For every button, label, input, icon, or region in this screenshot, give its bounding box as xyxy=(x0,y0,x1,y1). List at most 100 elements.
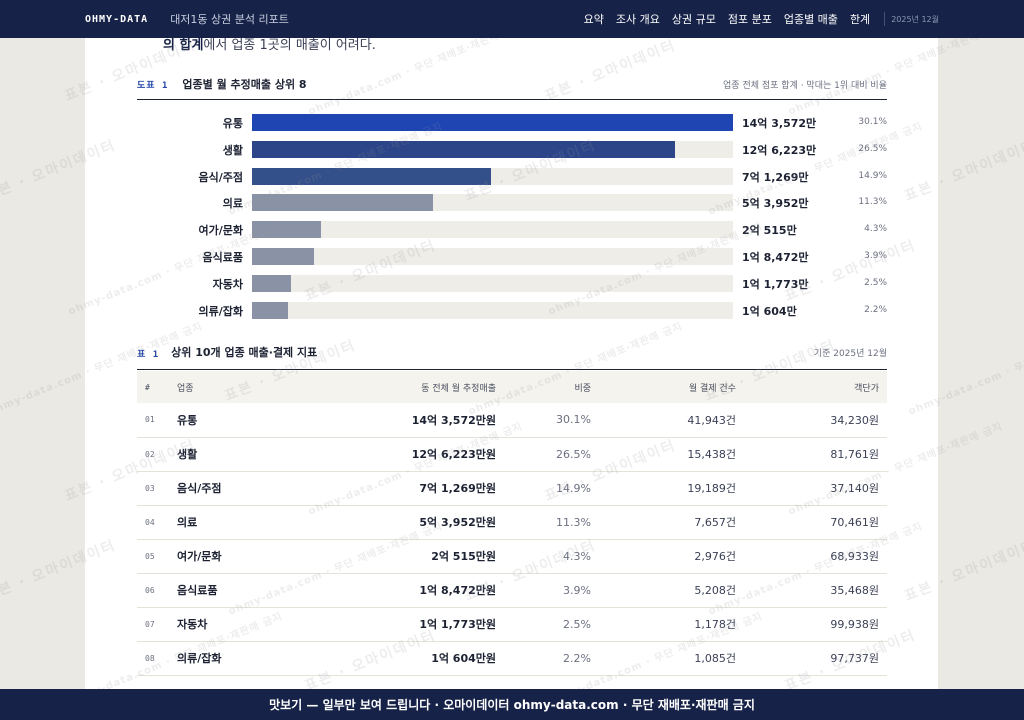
bar-track xyxy=(252,274,733,292)
rank-cell: 07 xyxy=(137,607,169,642)
ticket-cell: 70,461원 xyxy=(744,505,887,540)
bar-share-label: 14.9% xyxy=(858,170,887,181)
intro-text: 의 합계에서 업종 1곳의 매출이 어려다. xyxy=(163,38,376,53)
metrics-table: # 업종 동 전체 월 추정매출 비중 월 결제 건수 객단가 01 유통 14억 … xyxy=(137,371,887,676)
document-title: 대저1동 상권 분석 리포트 xyxy=(170,13,289,26)
count-cell: 19,189건 xyxy=(599,471,744,506)
share-cell: 11.3% xyxy=(504,505,599,540)
table-head-row: # 업종 동 전체 월 추정매출 비중 월 결제 건수 객단가 xyxy=(137,371,887,403)
table-row[interactable]: 02 생활 12억 6,223만원 26.5% 15,438건 81,761원 xyxy=(137,437,887,472)
rank-cell: 02 xyxy=(137,437,169,472)
bar-category-label: 의류/잡화 xyxy=(198,304,244,318)
table-row[interactable]: 06 음식료품 1억 8,472만원 3.9% 5,208건 35,468원 xyxy=(137,573,887,608)
share-cell: 26.5% xyxy=(504,437,599,472)
bar-share-label: 2.2% xyxy=(864,304,887,315)
table-row[interactable]: 01 유통 14억 3,572만원 30.1% 41,943건 34,230원 xyxy=(137,403,887,438)
bar-share-label: 2.5% xyxy=(864,277,887,288)
report-date: 2025년 12월 xyxy=(891,14,939,24)
bar-category-label: 생활 xyxy=(222,143,243,157)
nav-item-store-distribution[interactable]: 점포 분포 xyxy=(727,13,772,26)
top-navbar: OHMY-DATA 대저1동 상권 분석 리포트 요약 조사 개요 상권 규모 … xyxy=(0,0,1024,38)
table-title: 상위 10개 업종 매출·결제 지표 xyxy=(171,346,318,359)
share-cell: 2.2% xyxy=(504,641,599,676)
count-cell: 41,943건 xyxy=(599,403,744,438)
ticket-cell: 97,737원 xyxy=(744,641,887,676)
rank-cell: 04 xyxy=(137,505,169,540)
share-cell: 14.9% xyxy=(504,471,599,506)
bar xyxy=(252,194,433,212)
figure-note: 업종 전체 점포 합계 · 막대는 1위 대비 비율 xyxy=(723,81,887,91)
table-row[interactable]: 08 의류/잡화 1억 604만원 2.2% 1,085건 97,737원 xyxy=(137,641,887,676)
nav-item-sales-by-industry[interactable]: 업종별 매출 xyxy=(783,13,838,26)
bar-category-label: 자동차 xyxy=(212,277,243,291)
table-row[interactable]: 03 음식/주점 7억 1,269만원 14.9% 19,189건 37,140원 xyxy=(137,471,887,506)
bar-value-label: 5억 3,952만 xyxy=(742,197,809,211)
bar-value-label: 14억 3,572만 xyxy=(742,117,817,130)
sales-cell: 14억 3,572만원 xyxy=(329,403,504,438)
rank-cell: 06 xyxy=(137,573,169,608)
report-sheet[interactable]: 의 합계에서 업종 1곳의 매출이 어려다. 도표 1 업종별 월 추정매출 상… xyxy=(85,38,938,690)
figure-tag: 도표 1 xyxy=(137,81,169,91)
bar xyxy=(252,140,675,158)
nav-item-overview[interactable]: 조사 개요 xyxy=(615,13,660,26)
share-cell: 30.1% xyxy=(504,403,599,438)
share-cell: 2.5% xyxy=(504,607,599,642)
bar-value-label: 1억 8,472만 xyxy=(742,251,809,264)
bar-category-label: 음식/주점 xyxy=(198,170,244,184)
table-header: 표 1 상위 10개 업종 매출·결제 지표 기준 2025년 12월 xyxy=(137,344,887,370)
ticket-cell: 37,140원 xyxy=(744,471,887,506)
col-header-rank: # xyxy=(137,371,169,403)
figure-title: 업종별 월 추정매출 상위 8 xyxy=(182,78,307,91)
col-header-count: 월 결제 건수 xyxy=(599,371,744,403)
rank-cell: 08 xyxy=(137,641,169,676)
sales-cell: 5억 3,952만원 xyxy=(329,505,504,540)
industry-cell: 음식/주점 xyxy=(169,471,329,506)
table-row[interactable]: 04 의료 5억 3,952만원 11.3% 7,657건 70,461원 xyxy=(137,505,887,540)
bar-share-label: 3.9% xyxy=(864,251,887,261)
count-cell: 1,178건 xyxy=(599,607,744,642)
bar xyxy=(252,114,733,131)
bar xyxy=(252,248,314,265)
bar-track xyxy=(252,248,733,265)
table-tag: 표 1 xyxy=(137,350,160,360)
preview-footer-banner: 맛보기 — 일부만 보여 드립니다 · 오마이데이터 ohmy-data.com… xyxy=(0,689,1024,720)
ticket-cell: 99,938원 xyxy=(744,607,887,642)
nav-divider xyxy=(884,12,886,26)
bar-category-label: 음식료품 xyxy=(202,251,243,264)
intro-rest: 에서 업종 1곳의 매출이 어려다. xyxy=(203,38,376,53)
nav-item-limitations[interactable]: 한계 xyxy=(849,13,871,26)
brand-logo[interactable]: OHMY-DATA xyxy=(85,13,149,25)
bar-share-label: 4.3% xyxy=(864,224,887,235)
industry-cell: 음식료품 xyxy=(169,573,329,608)
bar-category-label: 의료 xyxy=(222,197,243,211)
share-cell: 3.9% xyxy=(504,573,599,608)
table-row[interactable]: 07 자동차 1억 1,773만원 2.5% 1,178건 99,938원 xyxy=(137,607,887,642)
bar-category-label: 여가/문화 xyxy=(198,224,244,238)
industry-cell: 여가/문화 xyxy=(169,539,329,574)
bar-track xyxy=(252,221,733,239)
ticket-cell: 34,230원 xyxy=(744,403,887,438)
bar xyxy=(252,274,292,292)
nav-item-market-size[interactable]: 상권 규모 xyxy=(671,13,716,26)
sales-cell: 1억 8,472만원 xyxy=(329,573,504,608)
col-header-share: 비중 xyxy=(504,371,599,403)
count-cell: 15,438건 xyxy=(599,437,744,472)
table-body: 01 유통 14억 3,572만원 30.1% 41,943건 34,230원 02 생활 12… xyxy=(137,403,887,676)
bar-share-label: 30.1% xyxy=(858,117,887,127)
table-row[interactable]: 05 여가/문화 2억 515만원 4.3% 2,976건 68,933원 xyxy=(137,539,887,574)
nav-item-summary[interactable]: 요약 xyxy=(583,13,604,26)
table-note: 기준 2025년 12월 xyxy=(813,349,887,359)
ticket-cell: 68,933원 xyxy=(744,539,887,574)
bar-category-label: 유통 xyxy=(222,117,243,130)
rank-cell: 01 xyxy=(137,403,169,438)
col-header-ticket: 객단가 xyxy=(744,371,887,403)
footer-text: 맛보기 — 일부만 보여 드립니다 · 오마이데이터 ohmy-data.com… xyxy=(269,698,755,712)
sales-cell: 7억 1,269만원 xyxy=(329,471,504,506)
section-nav: 요약 조사 개요 상권 규모 점포 분포 업종별 매출 한계 2025년 12월 xyxy=(572,11,939,27)
count-cell: 2,976건 xyxy=(599,539,744,574)
bar-track xyxy=(252,301,733,319)
industry-cell: 의류/잡화 xyxy=(169,641,329,676)
bar-value-label: 7억 1,269만 xyxy=(742,170,809,184)
bar-value-label: 1억 604만 xyxy=(742,304,797,318)
rank-cell: 05 xyxy=(137,539,169,574)
